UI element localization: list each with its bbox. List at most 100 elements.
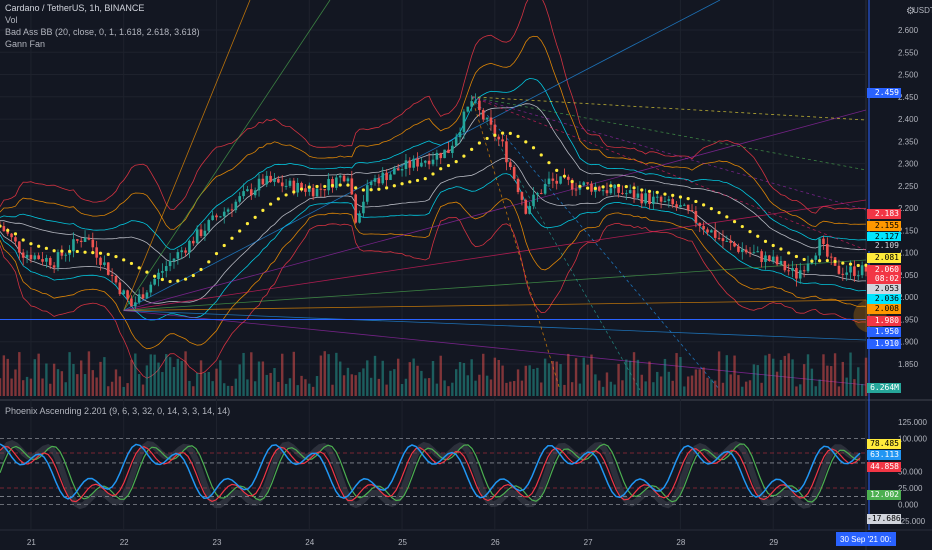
candle-body [617, 184, 620, 193]
candle-body [783, 260, 787, 271]
candle-body [512, 166, 516, 179]
volume-bar [454, 369, 458, 396]
volume-bar [107, 386, 110, 396]
basis-dot [686, 197, 690, 201]
candle-body [710, 230, 713, 233]
basis-dot [446, 163, 451, 168]
candle-body [443, 149, 446, 159]
volume-bar [10, 378, 13, 396]
volume-bar [308, 383, 311, 396]
basis-dot [44, 246, 48, 250]
candle-body [176, 252, 180, 259]
gann-fan-line [123, 0, 331, 311]
volume-bar [536, 367, 539, 396]
volume-bar [822, 354, 825, 396]
volume-bar [381, 360, 384, 396]
candle-body [501, 139, 504, 142]
price-tick-label: 1.900 [898, 338, 919, 347]
volume-bar [68, 352, 71, 396]
basis-dot [284, 193, 288, 197]
basis-dot [408, 180, 412, 184]
volume-bar [648, 361, 651, 396]
settings-icon[interactable]: ⚙ [906, 6, 915, 17]
volume-bar [79, 360, 83, 396]
price-tick-label: 2.450 [898, 93, 919, 102]
volume-bar [601, 386, 605, 396]
volume-bar [153, 354, 156, 396]
osc-tag: 12.002 [867, 490, 901, 500]
volume-bar [339, 361, 342, 396]
oscillator-legend[interactable]: Phoenix Ascending 2.201 (9, 6, 3, 32, 0,… [5, 406, 231, 416]
basis-dot [531, 146, 536, 150]
candle-body [818, 238, 821, 256]
volume-bar [2, 355, 6, 396]
candle-body [431, 159, 435, 165]
basis-dot [802, 257, 806, 262]
volume-bar [598, 380, 601, 396]
candle-body [21, 252, 25, 258]
candle-body [652, 196, 655, 205]
volume-legend[interactable]: Vol [5, 15, 18, 25]
candle-body [555, 180, 559, 184]
candle-body [451, 145, 454, 153]
candle-body [350, 178, 354, 195]
price-tick-label: 2.150 [898, 226, 919, 235]
candle-body [265, 175, 269, 185]
time-tick-label: 29 [769, 538, 778, 547]
symbol-title[interactable]: Cardano / TetherUS, 1h, BINANCE [5, 3, 145, 13]
candle-body [319, 188, 323, 190]
candle-body [740, 249, 744, 252]
candle-body [396, 168, 400, 171]
candle-body [791, 268, 794, 271]
basis-dot [346, 183, 350, 187]
bb-band-line [0, 217, 867, 379]
volume-bar [845, 377, 848, 396]
volume-bar [520, 380, 524, 396]
volume-bar [683, 386, 686, 396]
current-time-box [836, 532, 896, 546]
basis-dot [547, 161, 551, 165]
volume-bar [350, 374, 354, 396]
volume-bar [787, 353, 790, 396]
volume-bar [72, 363, 75, 396]
volume-bar [226, 385, 230, 396]
basis-dot [485, 136, 489, 141]
volume-bar [594, 374, 597, 396]
candle-body [787, 270, 790, 272]
volume-bar [632, 352, 636, 396]
candle-body [52, 265, 56, 268]
candle-body [655, 196, 659, 198]
price-tick-label: 2.350 [898, 137, 919, 146]
candle-body [257, 178, 261, 191]
volume-bar [253, 381, 257, 396]
osc-tag: 63.113 [867, 450, 901, 460]
currency-label[interactable]: USDT [913, 6, 932, 15]
price-tick-label: 2.500 [898, 71, 919, 80]
volume-bar [238, 364, 241, 396]
basis-dot [555, 168, 559, 172]
candle-body [207, 220, 211, 231]
volume-bar [284, 383, 288, 396]
candle-body [485, 117, 489, 120]
gann-fan-line [123, 299, 867, 311]
candles [0, 93, 868, 310]
volume-bar [779, 359, 783, 396]
basis-dot [748, 230, 752, 234]
candle-body [253, 190, 257, 196]
volume-bar [551, 361, 555, 396]
candle-body [497, 136, 501, 140]
candle-body [841, 273, 845, 275]
basis-dot [98, 251, 103, 255]
volume-bar [841, 361, 845, 396]
gann-legend[interactable]: Gann Fan [5, 39, 46, 49]
volume-bar [118, 376, 122, 396]
basis-dot [864, 263, 868, 267]
candle-body [300, 182, 303, 189]
bb-legend[interactable]: Bad Ass BB (20, close, 0, 1, 1.618, 2.61… [5, 27, 200, 37]
volume-bar [126, 383, 129, 396]
volume-bar [277, 381, 280, 396]
candle-body [342, 175, 346, 182]
gann-fan-line [123, 109, 867, 311]
candle-body [134, 302, 137, 307]
